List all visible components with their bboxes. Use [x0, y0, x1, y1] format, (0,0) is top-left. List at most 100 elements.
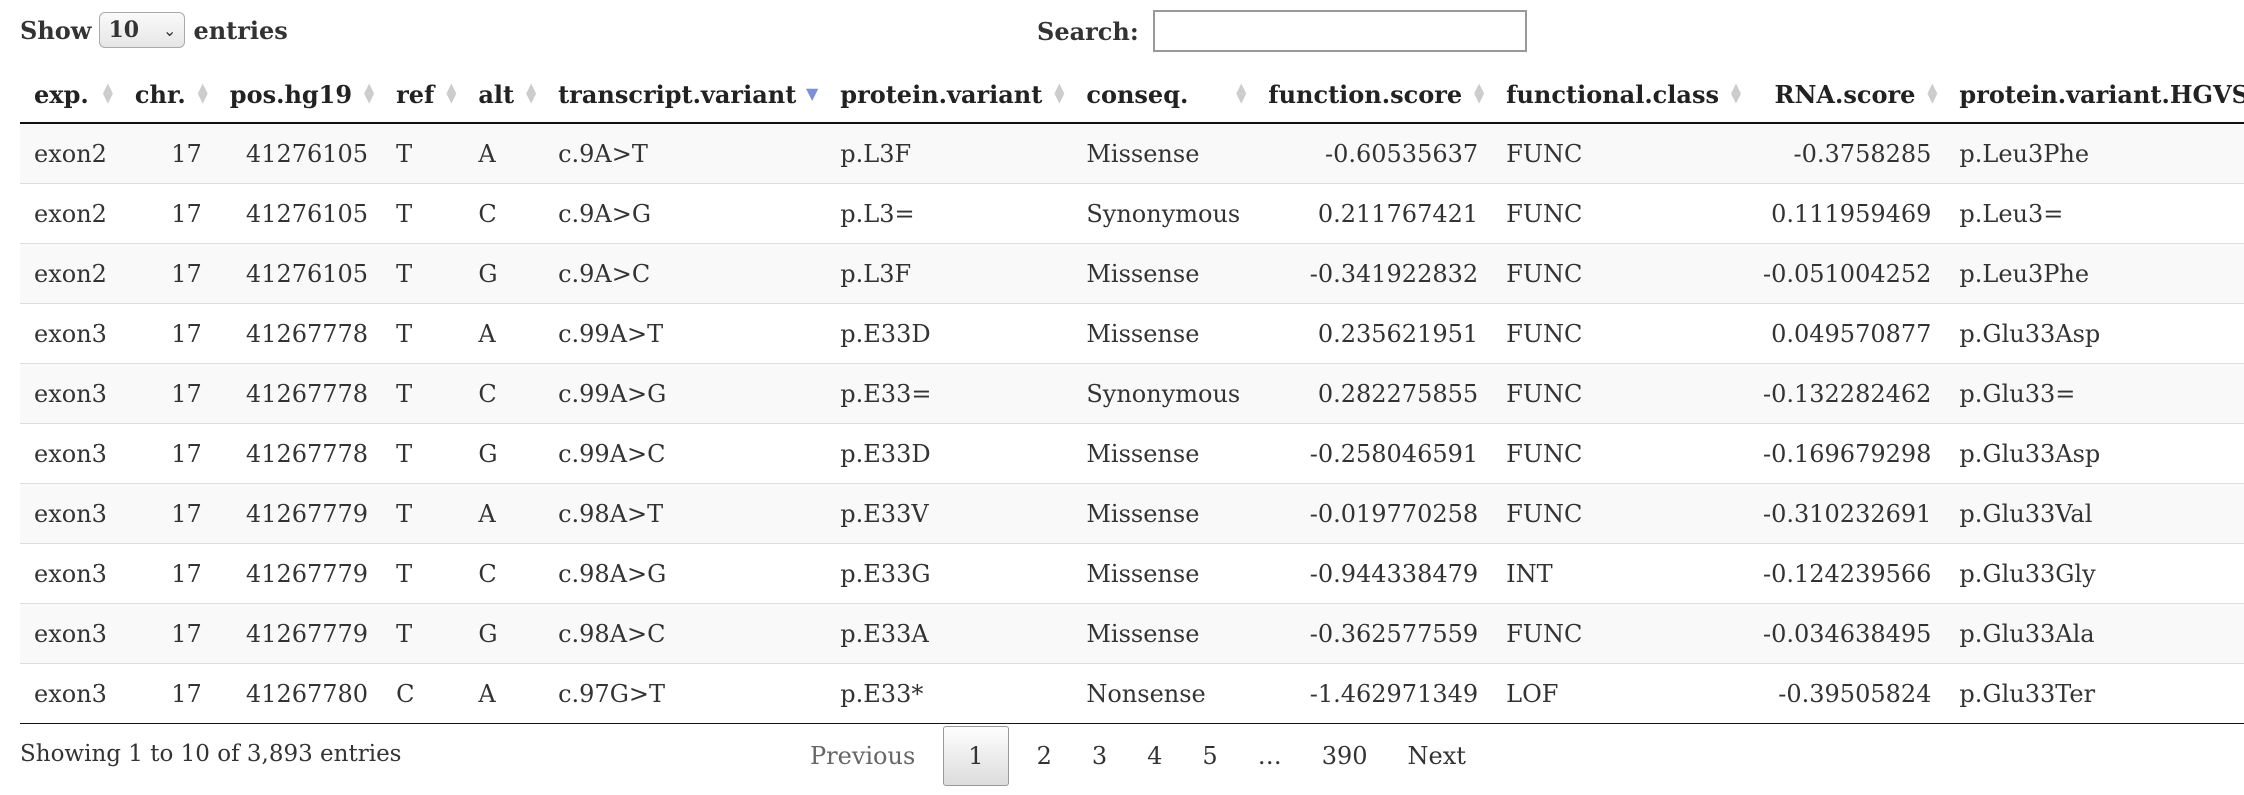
table-cell: p.E33*: [826, 663, 1073, 724]
table-cell: 17: [120, 603, 216, 664]
table-cell: 17: [120, 183, 216, 244]
table-cell: T: [382, 243, 465, 304]
previous-button[interactable]: Previous: [810, 742, 916, 770]
table-cell: 17: [120, 123, 216, 184]
table-cell: exon3: [20, 663, 121, 724]
table-cell: 41267779: [215, 543, 383, 604]
table-cell: FUNC: [1492, 303, 1749, 364]
table-cell: 17: [120, 423, 216, 484]
table-cell: 41267778: [215, 423, 383, 484]
table-cell: Missense: [1072, 483, 1255, 544]
search-control: Search:: [1037, 10, 1527, 52]
search-label: Search:: [1037, 16, 1139, 46]
table-cell: -0.051004252: [1748, 243, 1946, 304]
column-header-exp[interactable]: exp. ▲ ▼: [20, 66, 121, 124]
column-header-functional-class[interactable]: functional.class ▲ ▼: [1492, 66, 1749, 124]
table-cell: Missense: [1072, 123, 1255, 184]
column-header-label: transcript.variant: [558, 79, 797, 109]
table-cell: FUNC: [1492, 483, 1749, 544]
table-cell: p.E33V: [826, 483, 1073, 544]
table-cell: 17: [120, 483, 216, 544]
page-button-1[interactable]: 1: [943, 726, 1009, 786]
column-header-label: protein.variant.HGVS: [1959, 79, 2244, 109]
column-header-function-score[interactable]: function.score ▲ ▼: [1254, 66, 1493, 124]
entries-per-page-select[interactable]: 10 ⌄: [99, 12, 186, 48]
table-cell: A: [464, 303, 545, 364]
table-cell: -0.3758285: [1748, 123, 1946, 184]
table-cell: 41276105: [215, 243, 383, 304]
column-header-label: conseq.: [1086, 79, 1189, 109]
page-button-5[interactable]: 5: [1202, 742, 1218, 770]
table-cell: p.Glu33=: [1945, 363, 2244, 424]
table-cell: A: [464, 483, 545, 544]
table-cell: -0.169679298: [1748, 423, 1946, 484]
table-cell: FUNC: [1492, 243, 1749, 304]
page-button-4[interactable]: 4: [1147, 742, 1163, 770]
variant-table: exp. ▲ ▼ chr. ▲ ▼ pos.hg19 ▲ ▼ ref ▲ ▼ alt ▲ ▼ transcri…: [20, 66, 2244, 724]
page-button-390[interactable]: 390: [1321, 742, 1368, 770]
column-header-label: chr.: [134, 79, 186, 109]
table-cell: C: [464, 543, 545, 604]
table-cell: p.Leu3Phe: [1945, 243, 2244, 304]
chevron-down-icon: ⌄: [163, 20, 177, 40]
column-header-protein-variant[interactable]: protein.variant ▲ ▼: [826, 66, 1073, 124]
table-controls: Show 10 ⌄ entries Search:: [20, 10, 2224, 56]
sort-both-icon: ▲ ▼: [1236, 81, 1247, 106]
table-cell: -0.944338479: [1254, 543, 1493, 604]
next-button[interactable]: Next: [1407, 742, 1466, 770]
table-cell: exon3: [20, 303, 121, 364]
sort-both-icon: ▲ ▼: [526, 81, 537, 106]
table-cell: FUNC: [1492, 123, 1749, 184]
page-button-2[interactable]: 2: [1036, 742, 1052, 770]
table-cell: c.98A>G: [544, 543, 827, 604]
table-cell: exon2: [20, 243, 121, 304]
table-cell: 0.111959469: [1748, 183, 1946, 244]
table-cell: 41267780: [215, 663, 383, 724]
table-cell: T: [382, 123, 465, 184]
table-cell: -0.132282462: [1748, 363, 1946, 424]
column-header-label: function.score: [1268, 79, 1463, 109]
table-cell: 17: [120, 543, 216, 604]
table-cell: p.E33=: [826, 363, 1073, 424]
table-cell: -0.362577559: [1254, 603, 1493, 664]
column-header-alt[interactable]: alt ▲ ▼: [464, 66, 545, 124]
column-header-label: alt: [478, 79, 515, 109]
table-cell: A: [464, 663, 545, 724]
table-cell: c.98A>C: [544, 603, 827, 664]
column-header-transcript-variant[interactable]: transcript.variant ▼: [544, 66, 827, 124]
pagination-ellipsis: …: [1257, 742, 1282, 770]
column-header-protein-variant-hgvs[interactable]: protein.variant.HGVS▲▼: [1945, 66, 2244, 124]
column-header-pos-hg19[interactable]: pos.hg19 ▲ ▼: [215, 66, 383, 124]
table-cell: FUNC: [1492, 423, 1749, 484]
table-cell: exon2: [20, 183, 121, 244]
column-header-conseq[interactable]: conseq. ▲ ▼: [1072, 66, 1255, 124]
table-cell: p.L3=: [826, 183, 1073, 244]
column-header-ref[interactable]: ref ▲ ▼: [382, 66, 465, 124]
sort-both-icon: ▲ ▼: [364, 81, 375, 106]
table-cell: 41267778: [215, 363, 383, 424]
table-cell: exon3: [20, 483, 121, 544]
sort-both-icon: ▲ ▼: [1927, 81, 1938, 106]
search-input[interactable]: [1152, 10, 1527, 52]
table-cell: 0.211767421: [1254, 183, 1493, 244]
table-cell: -0.60535637: [1254, 123, 1493, 184]
table-cell: 17: [120, 663, 216, 724]
column-header-rna-score[interactable]: RNA.score ▲ ▼: [1748, 66, 1946, 124]
pagination: Previous 1 2 3 4 5 … 390 Next: [790, 726, 1486, 786]
page-button-3[interactable]: 3: [1091, 742, 1108, 770]
table-cell: C: [464, 363, 545, 424]
table-cell: p.Glu33Ter: [1945, 663, 2244, 724]
table-cell: p.E33D: [826, 423, 1073, 484]
column-header-label: exp.: [34, 79, 89, 109]
column-header-chr[interactable]: chr. ▲ ▼: [120, 66, 216, 124]
table-cell: c.97G>T: [544, 663, 827, 724]
table-cell: Synonymous: [1072, 183, 1255, 244]
table-cell: -0.124239566: [1748, 543, 1946, 604]
table-cell: Missense: [1072, 603, 1255, 664]
